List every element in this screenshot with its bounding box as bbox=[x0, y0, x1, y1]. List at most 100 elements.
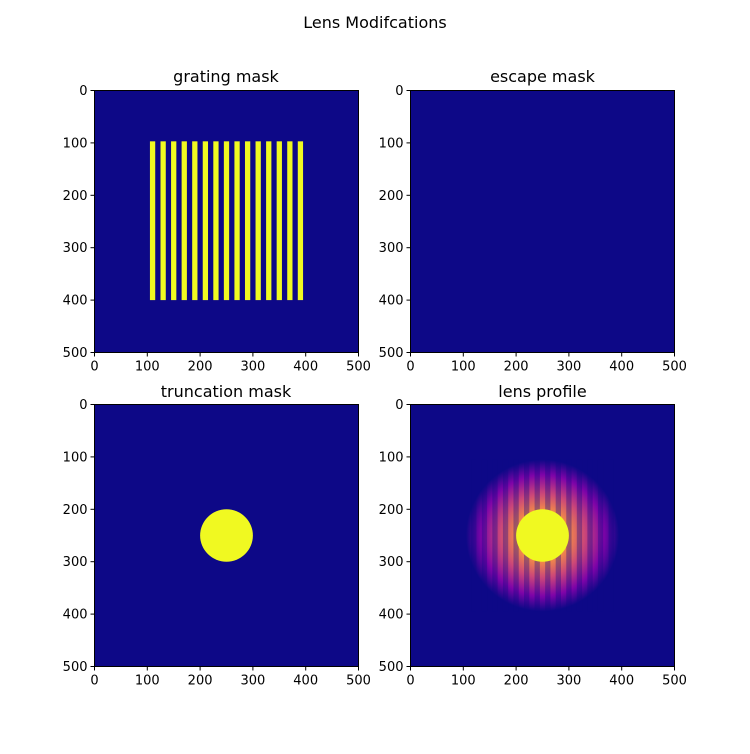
grating-stripes bbox=[149, 141, 304, 301]
grating-stripe bbox=[223, 141, 230, 301]
lens-stripe-gap bbox=[502, 459, 509, 612]
lens-stripe-gap bbox=[471, 459, 477, 612]
y-tick-label: 400 bbox=[379, 608, 404, 623]
x-tick-label: 300 bbox=[556, 674, 581, 689]
x-axis: 0 100 200 300 400 500 bbox=[406, 352, 687, 375]
y-tick-label: 100 bbox=[63, 136, 88, 151]
lens-profile-marks bbox=[465, 459, 620, 612]
x-tick-label: 400 bbox=[609, 674, 634, 689]
y-tick-label: 0 bbox=[395, 84, 403, 99]
grating-stripe bbox=[244, 141, 251, 301]
figure-title: Lens Modifcations bbox=[303, 13, 446, 32]
x-tick-label: 300 bbox=[556, 360, 581, 375]
grating-stripe bbox=[149, 141, 156, 301]
x-tick-label: 400 bbox=[293, 360, 318, 375]
x-tick-label: 400 bbox=[293, 674, 318, 689]
y-tick-label: 300 bbox=[379, 241, 404, 256]
grating-stripe bbox=[202, 141, 209, 301]
panel-truncation-mask: truncation mask 0 100 200 300 400 500 0 100 200… bbox=[63, 382, 371, 689]
lens-stripe-gap bbox=[608, 459, 614, 612]
panel-title: escape mask bbox=[490, 67, 596, 86]
panel-title: lens profile bbox=[498, 382, 586, 401]
x-tick-label: 500 bbox=[346, 674, 371, 689]
lens-stripe-gap bbox=[597, 459, 604, 612]
x-tick-label: 100 bbox=[135, 674, 160, 689]
lens-stripe-gap bbox=[576, 459, 583, 612]
x-tick-label: 0 bbox=[90, 674, 98, 689]
panel-lens-profile: lens profile 0 100 200 300 400 500 0 100 200 300… bbox=[379, 382, 687, 689]
grating-stripe bbox=[192, 141, 198, 301]
grating-stripe bbox=[255, 141, 261, 301]
x-axis: 0 100 200 300 400 500 bbox=[406, 666, 687, 689]
x-tick-label: 200 bbox=[188, 360, 213, 375]
y-tick-label: 500 bbox=[63, 346, 88, 361]
panel-grating-mask: grating mask 0 100 200 300 400 500 0 100 200 300… bbox=[63, 67, 371, 375]
x-axis: 0 100 200 300 400 500 bbox=[90, 352, 371, 375]
x-tick-label: 200 bbox=[504, 360, 529, 375]
plot-frame bbox=[94, 90, 359, 353]
panel-title: grating mask bbox=[173, 67, 279, 86]
y-tick-label: 200 bbox=[379, 503, 404, 518]
x-tick-label: 100 bbox=[135, 360, 160, 375]
panel-escape-mask: escape mask 0 100 200 300 400 500 0 100 200 300 4… bbox=[379, 67, 687, 375]
y-tick-label: 500 bbox=[379, 660, 404, 675]
plot-frame bbox=[94, 404, 359, 667]
lens-stripe-gap bbox=[587, 459, 593, 612]
x-tick-label: 500 bbox=[662, 674, 687, 689]
y-tick-label: 200 bbox=[63, 189, 88, 204]
lens-stripe-gap bbox=[566, 459, 572, 612]
lens-stripe-gap bbox=[492, 459, 498, 612]
x-tick-label: 300 bbox=[240, 360, 265, 375]
y-tick-label: 0 bbox=[395, 398, 403, 413]
truncation-disk-mark bbox=[200, 509, 253, 562]
plot-frame bbox=[410, 404, 675, 667]
grating-stripe bbox=[266, 141, 272, 301]
x-tick-label: 300 bbox=[240, 674, 265, 689]
y-tick-label: 500 bbox=[63, 660, 88, 675]
lens-core bbox=[516, 509, 569, 562]
x-tick-label: 0 bbox=[406, 674, 414, 689]
grating-stripe bbox=[287, 141, 293, 301]
grating-stripe bbox=[276, 141, 282, 301]
x-tick-label: 500 bbox=[662, 360, 687, 375]
lens-stripe-gap bbox=[481, 459, 488, 612]
y-tick-label: 400 bbox=[63, 608, 88, 623]
plot-frame bbox=[410, 90, 675, 353]
x-axis: 0 100 200 300 400 500 bbox=[90, 666, 371, 689]
y-tick-label: 0 bbox=[79, 84, 87, 99]
y-tick-label: 200 bbox=[63, 503, 88, 518]
y-tick-label: 200 bbox=[379, 189, 404, 204]
x-tick-label: 100 bbox=[451, 360, 476, 375]
y-tick-label: 100 bbox=[379, 136, 404, 151]
grating-stripe bbox=[171, 141, 177, 301]
y-tick-label: 400 bbox=[379, 294, 404, 309]
x-tick-label: 400 bbox=[609, 360, 634, 375]
y-tick-label: 300 bbox=[63, 555, 88, 570]
y-tick-label: 100 bbox=[379, 450, 404, 465]
x-tick-label: 0 bbox=[90, 360, 98, 375]
x-tick-label: 100 bbox=[451, 674, 476, 689]
grating-stripe bbox=[234, 141, 240, 301]
y-tick-label: 300 bbox=[63, 241, 88, 256]
grating-stripe bbox=[213, 141, 219, 301]
y-tick-label: 400 bbox=[63, 294, 88, 309]
y-tick-label: 100 bbox=[63, 450, 88, 465]
y-tick-label: 500 bbox=[379, 346, 404, 361]
x-tick-label: 200 bbox=[504, 674, 529, 689]
y-axis: 0 100 200 300 400 500 bbox=[379, 84, 411, 361]
grating-stripe bbox=[160, 141, 166, 301]
grating-stripe bbox=[297, 141, 304, 301]
grating-stripe bbox=[181, 141, 187, 301]
panel-title: truncation mask bbox=[161, 382, 292, 401]
y-axis: 0 100 200 300 400 500 bbox=[63, 398, 95, 675]
y-axis: 0 100 200 300 400 500 bbox=[379, 398, 411, 675]
x-tick-label: 500 bbox=[346, 360, 371, 375]
x-tick-label: 0 bbox=[406, 360, 414, 375]
y-tick-label: 0 bbox=[79, 398, 87, 413]
y-axis: 0 100 200 300 400 500 bbox=[63, 84, 95, 361]
x-tick-label: 200 bbox=[188, 674, 213, 689]
plot-background bbox=[410, 90, 675, 353]
truncation-disk bbox=[200, 509, 253, 562]
